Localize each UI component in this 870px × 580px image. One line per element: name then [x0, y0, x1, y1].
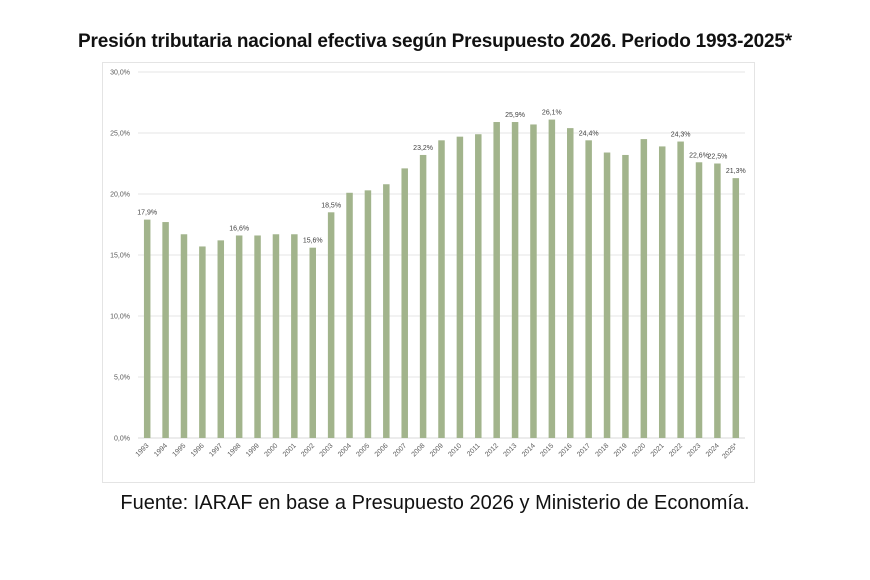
bar-2008 — [419, 154, 427, 438]
y-tick-label: 30,0% — [110, 70, 130, 77]
data-label-2015: 26,1% — [542, 110, 562, 117]
bar-2007 — [401, 168, 408, 438]
x-tick-label: 2019 — [613, 442, 629, 458]
data-label-2025: 21,3% — [726, 168, 746, 175]
x-tick-label: 2009 — [429, 442, 445, 458]
x-tick-label: 1997 — [208, 442, 224, 458]
bar-2004 — [346, 192, 353, 438]
bar-2001 — [291, 234, 298, 438]
bar-2005 — [364, 190, 372, 438]
y-tick-label: 15,0% — [110, 253, 130, 260]
bar-2012 — [493, 122, 500, 439]
y-tick-label: 20,0% — [110, 192, 130, 199]
bar-1996 — [199, 246, 206, 438]
x-tick-label: 2005 — [355, 442, 371, 458]
bar-2000 — [272, 234, 280, 438]
bar-2018 — [603, 152, 611, 438]
x-tick-label: 2014 — [521, 442, 537, 458]
bar-2020 — [640, 139, 648, 438]
data-label-1993: 17,9% — [137, 210, 157, 217]
x-tick-label: 2015 — [539, 442, 555, 458]
x-tick-label: 2000 — [263, 442, 279, 458]
x-tick-label: 2003 — [319, 442, 335, 458]
x-tick-label: 2017 — [576, 442, 592, 458]
bars — [143, 119, 740, 439]
x-tick-label: 2013 — [503, 442, 519, 458]
data-labels: 17,9% 16,6% 15,6% 18,5% 23,2% 25,9% 26,1% 24,4%… — [137, 110, 745, 245]
bar-2015 — [548, 119, 556, 438]
data-label-1998: 16,6% — [229, 225, 249, 232]
x-tick-label: 1995 — [171, 442, 187, 458]
y-tick-label: 25,0% — [110, 131, 130, 138]
x-tick-label: 1996 — [190, 442, 206, 458]
bar-2023 — [695, 162, 703, 438]
y-tick-label: 0,0% — [114, 436, 130, 443]
x-tick-label: 2011 — [466, 442, 482, 458]
bar-2013 — [511, 122, 519, 439]
bar-1995 — [180, 234, 188, 438]
data-label-2013: 25,9% — [505, 112, 525, 119]
x-tick-label: 2018 — [594, 442, 610, 458]
x-tick-label: 2024 — [705, 442, 721, 458]
data-label-2003: 18,5% — [321, 202, 341, 209]
bar-2025 — [732, 178, 740, 438]
x-axis-ticks: 1993 1994 1995 1996 1997 1998 1999 2000 2001 2002… — [135, 442, 740, 460]
source-note: Fuente: IARAF en base a Presupuesto 2026… — [120, 492, 750, 514]
x-tick-label: 1998 — [227, 442, 243, 458]
data-label-2024: 22,5% — [707, 154, 727, 161]
x-tick-label: 2006 — [374, 442, 390, 458]
x-tick-label: 2016 — [558, 442, 574, 458]
x-tick-label: 2021 — [650, 442, 666, 458]
x-tick-label: 2008 — [411, 442, 427, 458]
bar-2011 — [475, 134, 482, 438]
bar-2024 — [714, 163, 721, 438]
x-tick-label: 2004 — [337, 442, 353, 458]
y-axis-ticks: 0,0% 5,0% 10,0% 15,0% 20,0% 25,0% 30,0% — [110, 70, 130, 443]
data-label-2002: 15,6% — [303, 238, 323, 245]
y-tick-label: 5,0% — [114, 375, 130, 382]
bar-2009 — [438, 140, 445, 438]
x-tick-label: 2025* — [721, 442, 739, 460]
x-tick-label: 2020 — [631, 442, 647, 458]
x-tick-label: 2023 — [686, 442, 702, 458]
x-tick-label: 2010 — [447, 442, 463, 458]
bar-2010 — [456, 136, 464, 438]
bar-2014 — [530, 124, 537, 439]
x-tick-label: 2001 — [282, 442, 298, 458]
bar-2006 — [383, 184, 390, 438]
bar-1997 — [217, 240, 225, 438]
data-label-2022: 24,3% — [671, 132, 691, 139]
x-tick-label: 2002 — [300, 442, 316, 458]
chart-title: Presión tributaria nacional efectiva seg… — [78, 31, 792, 52]
bar-2021 — [658, 146, 666, 439]
bar-2019 — [622, 154, 629, 438]
bar-2022 — [677, 141, 684, 439]
bar-2016 — [567, 128, 574, 438]
data-label-2008: 23,2% — [413, 145, 433, 152]
x-tick-label: 2007 — [392, 442, 408, 458]
bar-1993 — [143, 219, 151, 438]
x-tick-label: 2012 — [484, 442, 500, 458]
x-tick-label: 1993 — [135, 442, 151, 458]
bar-2002 — [309, 247, 316, 438]
bar-1998 — [235, 235, 243, 438]
data-label-2017: 24,4% — [579, 130, 599, 137]
y-tick-label: 10,0% — [110, 314, 130, 321]
bar-1999 — [254, 235, 261, 438]
bar-2017 — [585, 140, 592, 438]
bar-2003 — [327, 212, 335, 438]
x-tick-label: 1999 — [245, 442, 261, 458]
bar-1994 — [162, 222, 169, 438]
data-label-2023: 22,6% — [689, 152, 709, 159]
x-tick-label: 2022 — [668, 442, 684, 458]
x-tick-label: 1994 — [153, 442, 169, 458]
